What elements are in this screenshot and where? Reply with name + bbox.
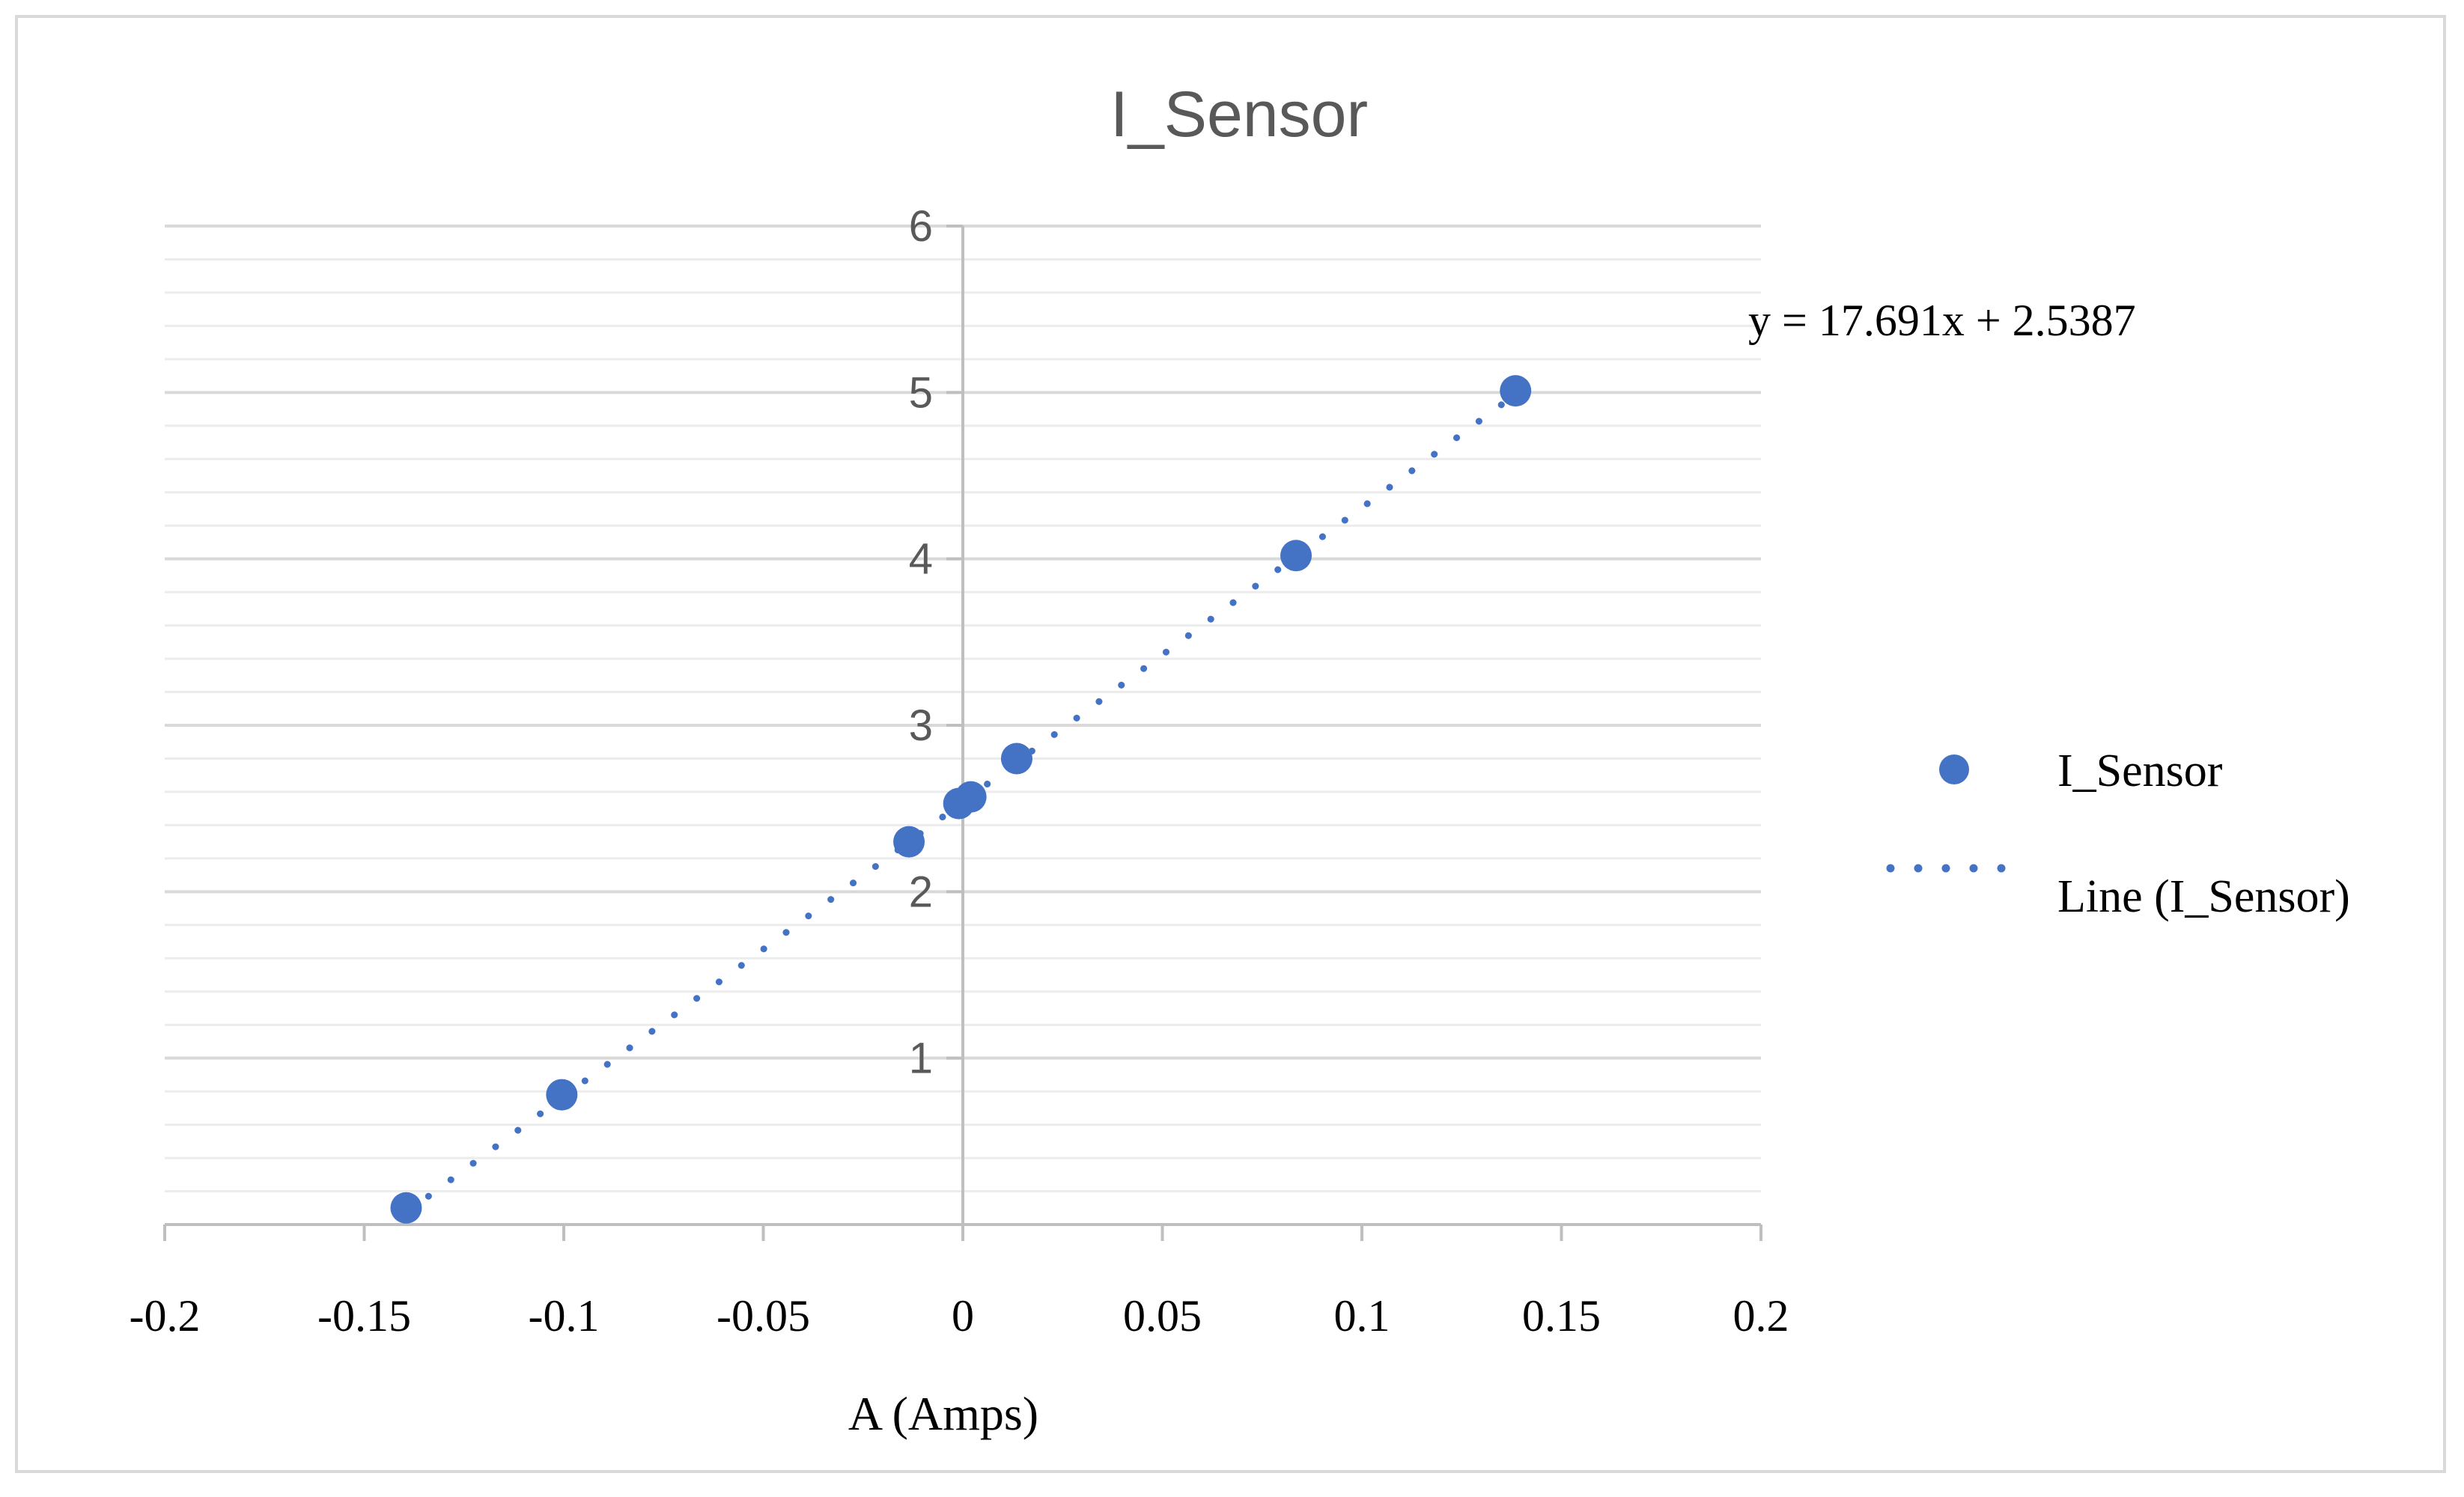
data-point: [390, 1192, 422, 1224]
x-tick-label: -0.2: [130, 1291, 201, 1341]
legend-trendline-dot: [1969, 864, 1978, 873]
y-tick-label: 6: [909, 202, 933, 251]
legend-marker-icon: [1939, 754, 1969, 784]
chart-frame: [15, 15, 2446, 1473]
legend-trendline-dot: [1886, 864, 1895, 873]
legend-trendline-dot: [1997, 864, 2006, 873]
data-point: [1280, 540, 1312, 572]
data-points: [390, 375, 1532, 1224]
data-point: [1000, 743, 1032, 775]
legend-label-trendline: Line (I_Sensor): [2057, 871, 2350, 922]
legend: I_Sensor Line (I_Sensor): [1886, 746, 2350, 922]
legend-trendline-dot: [1914, 864, 1923, 873]
x-tick-label: -0.15: [317, 1291, 411, 1341]
trendline-equation: y = 17.691x + 2.5387: [1748, 296, 2136, 345]
tick-labels: 1 2 3 4 5 6 -0.2 -0.15 -0.1 -0.05 0 0.05 0.1 0.15 0.2: [130, 202, 1789, 1341]
data-point: [546, 1079, 578, 1111]
x-tick-label: 0.1: [1334, 1291, 1390, 1341]
x-tick-label: -0.05: [717, 1291, 810, 1341]
data-point: [1500, 375, 1532, 407]
axes: [163, 225, 1762, 1241]
x-tick-label: -0.1: [529, 1291, 600, 1341]
x-tick-label: 0.2: [1733, 1291, 1789, 1341]
y-tick-label: 5: [909, 368, 933, 417]
y-tick-label: 3: [909, 701, 933, 750]
data-point: [893, 826, 925, 858]
chart-title: I_Sensor: [1110, 79, 1368, 150]
legend-label-markers: I_Sensor: [2057, 746, 2223, 796]
y-tick-label: 1: [909, 1034, 933, 1083]
data-point: [955, 781, 987, 813]
legend-trendline-dot: [1941, 864, 1950, 873]
x-axis-label: A (Amps): [848, 1387, 1038, 1440]
legend-trendline-icon: [1886, 864, 2006, 873]
y-tick-label: 4: [909, 535, 933, 584]
y-tick-label: 2: [909, 868, 933, 916]
x-tick-label: 0.05: [1123, 1291, 1202, 1341]
x-tick-label: 0: [952, 1291, 974, 1341]
x-tick-label: 0.15: [1522, 1291, 1601, 1341]
